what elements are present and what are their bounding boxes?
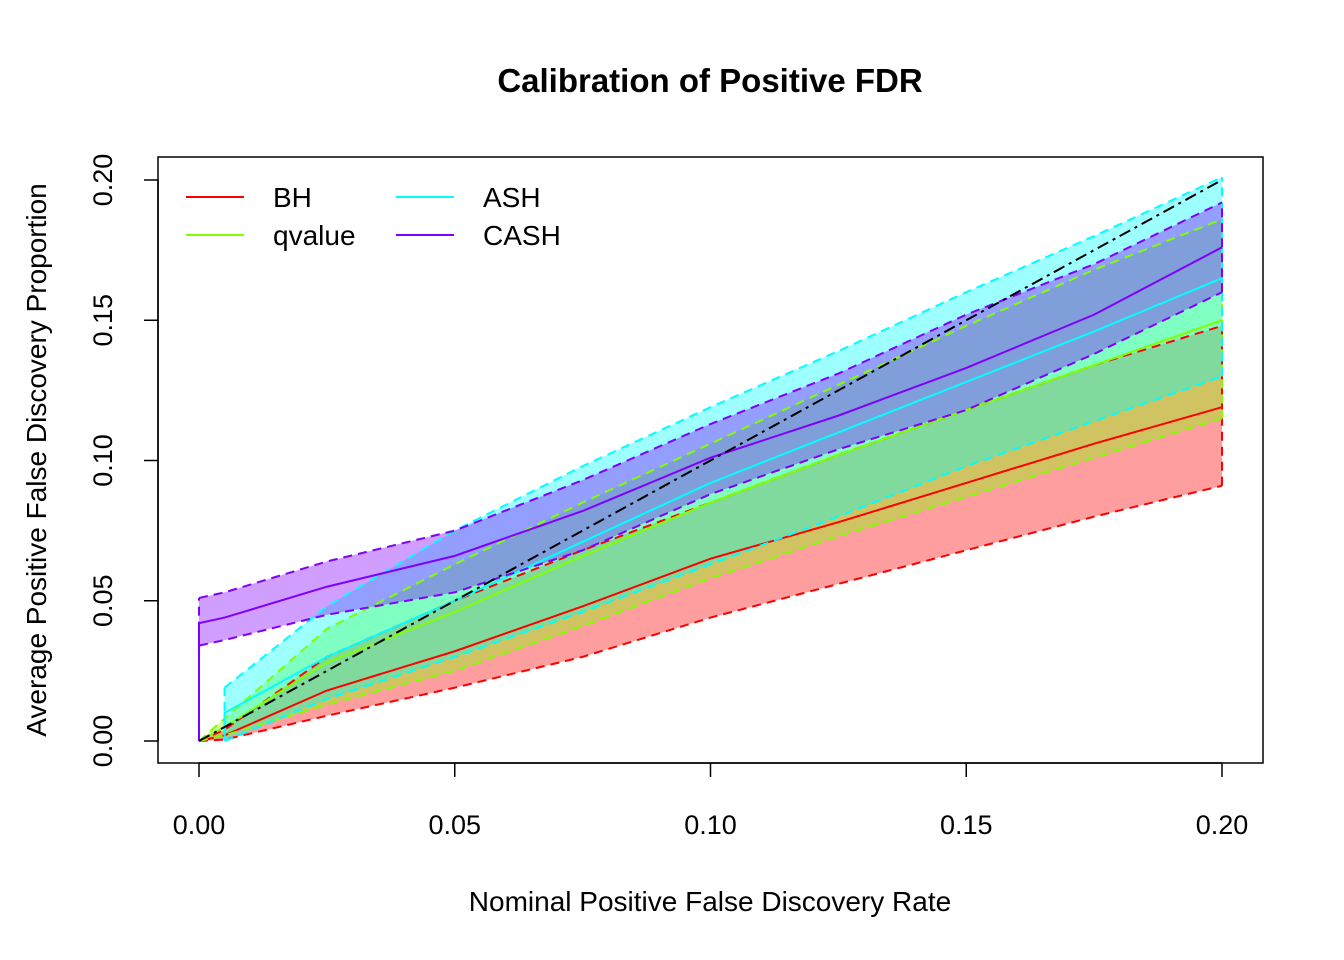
BH-mean-line [198,406,1223,742]
chart-title: Calibration of Positive FDR [497,62,923,99]
legend-item-BH: BH [186,182,312,213]
CASH-lower-bound [198,291,1223,647]
x-tick-label: 0.10 [684,810,737,840]
band-ASH [224,177,1222,741]
qvalue-upper-bound [198,218,1223,742]
y-axis-label: Average Positive False Discovery Proport… [21,183,52,737]
ASH-upper-bound [223,176,1223,689]
legend-label: ASH [483,182,541,213]
ASH-lower-bound [224,375,1223,742]
legend-label: CASH [483,220,561,251]
series-lines [198,176,1223,742]
x-axis-label: Nominal Positive False Discovery Rate [469,886,951,917]
legend-label: BH [273,182,312,213]
ASH-mean-line [223,277,1223,741]
reference-diagonal-line [198,179,1223,742]
y-tick-label: 0.20 [88,154,118,207]
CASH-upper-bound [198,201,1223,599]
y-tick-label: 0.05 [88,574,118,627]
x-tick-label: 0.20 [1196,810,1249,840]
x-axis: 0.00 0.05 0.10 0.15 0.20 [173,762,1249,840]
x-tick-label: 0.05 [428,810,481,840]
band-qvalue [199,219,1222,741]
x-tick-label: 0.00 [173,810,226,840]
legend-label: qvalue [273,220,356,251]
legend-item-qvalue: qvalue [186,220,356,251]
qvalue-lower-bound [198,417,1223,742]
BH-lower-bound [198,484,1223,742]
CASH-mean-line [198,246,1223,741]
legend: BH qvalue ASH CASH [186,182,561,251]
legend-item-CASH: CASH [396,220,561,251]
y-tick-label: 0.00 [88,715,118,768]
qvalue-mean-line [198,319,1223,742]
y-axis: 0.00 0.05 0.10 0.15 0.20 [88,154,159,768]
band-BH [199,325,1222,741]
x-tick-label: 0.15 [940,810,993,840]
legend-item-ASH: ASH [396,182,541,213]
y-tick-label: 0.15 [88,294,118,347]
y-tick-label: 0.10 [88,434,118,487]
